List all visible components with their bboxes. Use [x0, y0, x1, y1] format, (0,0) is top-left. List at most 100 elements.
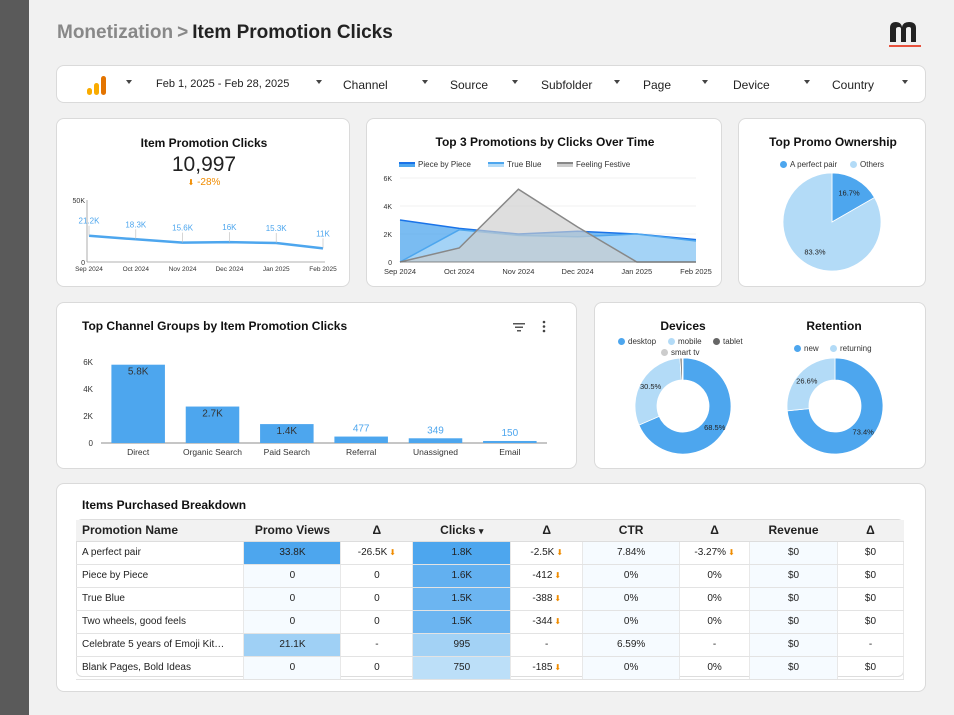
filter-source[interactable]: Source [450, 78, 489, 92]
analytics-dropdown-caret[interactable] [126, 80, 132, 84]
legend-piece-by-piece[interactable]: Piece by Piece [399, 160, 471, 169]
filter-country-caret[interactable] [902, 80, 908, 84]
donut-charts: 68.5% 30.5% 73.4% 26.6% [634, 357, 884, 455]
cell-revenue-value: $0 [787, 616, 800, 627]
table-row[interactable]: True Blue 0 0 1.5K -388 ⬇ 0% 0% $0 $0 [76, 587, 905, 611]
table-row[interactable]: Piece by Piece 0 0 1.6K -412 ⬇ 0% 0% $0 $0 [76, 564, 905, 588]
filter-subfolder[interactable]: Subfolder [541, 78, 593, 92]
top3-x-tick-label: Jan 2025 [621, 267, 652, 276]
legend-desktop[interactable]: desktop [618, 337, 656, 346]
cell-revenue-value: $0 [787, 593, 800, 604]
filter-country[interactable]: Country [832, 78, 875, 92]
cell-ctr-delta: - [679, 633, 751, 657]
cell-clicks-delta-value: -344 [532, 616, 553, 627]
promotions-table: Promotion Name Promo Views Δ Clicks ▾ Δ … [76, 520, 905, 680]
legend-new[interactable]: new [794, 344, 819, 353]
col-header-views-delta[interactable]: Δ [340, 520, 413, 542]
legend-tablet[interactable]: tablet [713, 337, 743, 346]
filter-icon[interactable] [512, 320, 526, 332]
bar-y-tick-label: 6K [83, 358, 93, 367]
cell-ctr-delta: 0% [679, 587, 751, 611]
col-header-promo-views[interactable]: Promo Views [243, 520, 341, 542]
sparkline-ymax-label: 50K [73, 198, 86, 205]
cell-clicks-value: 1.8K [451, 547, 473, 558]
cell-ctr-value: 7.84% [616, 547, 646, 558]
more-options-icon[interactable] [540, 320, 548, 333]
filter-page-caret[interactable] [702, 80, 708, 84]
legend-dot [850, 161, 857, 168]
legend-smart-tv[interactable]: smart tv [661, 348, 699, 357]
cell-clicks: 1.5K [412, 610, 512, 634]
devices-slice-label: 30.5% [640, 382, 662, 391]
top3-x-tick-label: Nov 2024 [502, 267, 534, 276]
filter-channel[interactable]: Channel [343, 78, 388, 92]
col-header-ctr[interactable]: CTR [582, 520, 680, 542]
col-header-clicks-delta[interactable]: Δ [510, 520, 583, 542]
cell-ctr: 7.84% [582, 541, 681, 565]
retention-slice-label: 73.4% [853, 427, 875, 436]
bar-x-tick-label: Unassigned [413, 447, 458, 457]
date-range-filter[interactable]: Feb 1, 2025 - Feb 28, 2025 [156, 78, 290, 90]
col-header-revenue-delta[interactable]: Δ [837, 520, 904, 542]
legend-true-blue[interactable]: True Blue [488, 160, 541, 169]
cell-promotion-name: Piece by Piece [76, 564, 245, 588]
channels-bar-chart: 6K 4K 2K 0 5.8K Direct 2.7K Organic Search 1.4K P… [83, 358, 547, 457]
filter-subfolder-caret[interactable] [614, 80, 620, 84]
col-header-clicks[interactable]: Clicks ▾ [412, 520, 511, 542]
filter-page[interactable]: Page [643, 78, 672, 92]
devices-retention-card: Devices Retention desktop mobile tablet … [594, 302, 926, 469]
bar-x-tick-label: Paid Search [264, 447, 311, 457]
devices-slice-desktop [638, 357, 732, 455]
cell-revenue-value: $0 [787, 639, 800, 650]
col-header-promotion-name[interactable]: Promotion Name [76, 520, 244, 542]
cell-promotion-name-value: True Blue [82, 593, 125, 604]
cell-ctr-delta-value: -3.27% [694, 547, 727, 558]
date-range-caret[interactable] [316, 80, 322, 84]
bar-unassigned [408, 438, 463, 443]
bar-data-label: 1.4K [277, 426, 298, 437]
devices-slice-smart-tv [681, 357, 684, 381]
col-header-ctr-delta[interactable]: Δ [679, 520, 750, 542]
cell-ctr-delta-value: 0% [707, 616, 722, 627]
bar-data-label: 2.7K [202, 409, 223, 420]
filter-source-caret[interactable] [512, 80, 518, 84]
cell-promotion-name-value: Piece by Piece [82, 570, 149, 581]
col-header-revenue[interactable]: Revenue [749, 520, 838, 542]
cell-ctr-delta-value: - [712, 639, 717, 650]
legend-dot [661, 349, 668, 356]
table-row[interactable]: Blank Pages, Bold Ideas 0 0 750 -185 ⬇ 0% 0% $0 $… [76, 656, 905, 680]
analytics-icon[interactable] [85, 74, 109, 96]
scorecard-delta: ⬇ -28% [57, 177, 351, 188]
ownership-slice-A-perfect-pair [831, 172, 876, 223]
cell-revenue: $0 [749, 656, 838, 680]
table-row[interactable]: Two wheels, good feels 0 0 1.5K -344 ⬇ 0% 0% $0 $… [76, 610, 905, 634]
filter-device[interactable]: Device [733, 78, 770, 92]
legend-swatch [557, 162, 573, 167]
filter-device-caret[interactable] [804, 80, 810, 84]
legend-others[interactable]: Others [850, 160, 884, 169]
filter-channel-caret[interactable] [422, 80, 428, 84]
bar-y-tick-label: 2K [83, 412, 93, 421]
table-row[interactable]: Celebrate 5 years of Emoji Kit… 21.1K - 995… [76, 633, 905, 657]
legend-feeling-festive[interactable]: Feeling Festive [557, 160, 630, 169]
legend-returning[interactable]: returning [830, 344, 872, 353]
cell-ctr: 0% [582, 587, 681, 611]
cell-revenue-value: $0 [787, 662, 800, 673]
table-row[interactable]: A perfect pair 33.8K -26.5K ⬇ 1.8K -2.5K ⬇ 7.84… [76, 541, 905, 565]
legend-label: Others [860, 160, 885, 169]
bar-data-label: 477 [353, 424, 370, 435]
cell-clicks-delta-value: -412 [532, 570, 553, 581]
legend-mobile[interactable]: mobile [668, 337, 702, 346]
cell-clicks: 995 [412, 633, 512, 657]
cell-clicks-delta: - [510, 633, 584, 657]
devices-slice-mobile [634, 357, 682, 426]
cell-revenue-delta-value: $0 [864, 616, 877, 627]
cell-promotion-name-value: Two wheels, good feels [82, 616, 186, 627]
cell-clicks-delta-value: -2.5K [530, 547, 555, 558]
scorecard-title: Item Promotion Clicks [140, 136, 268, 150]
cell-ctr-delta-value: 0% [707, 662, 722, 673]
breadcrumb-monetization[interactable]: Monetization [57, 22, 174, 43]
cell-revenue-delta-value: $0 [864, 570, 877, 581]
legend-a-perfect-pair[interactable]: A perfect pair [780, 160, 837, 169]
cell-revenue-delta-value: $0 [864, 547, 877, 558]
